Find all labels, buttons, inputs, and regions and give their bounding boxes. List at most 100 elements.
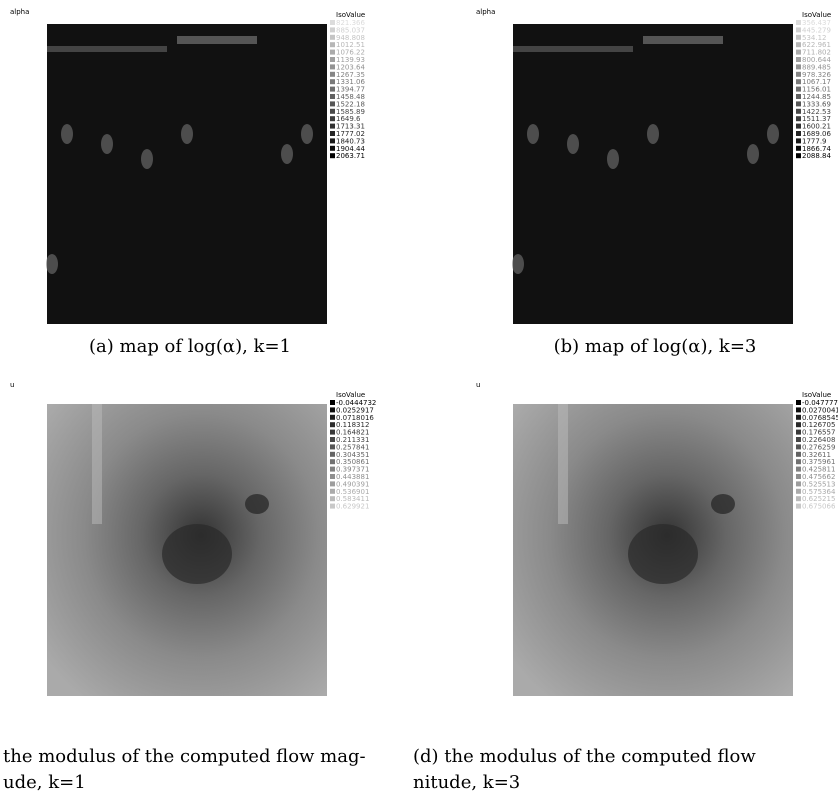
legend-swatch [330,116,335,121]
legend-swatch [796,481,801,486]
legend-swatch [330,496,335,501]
legend-swatch [796,101,801,106]
legend-swatch [796,124,801,129]
legend-swatch [796,430,801,435]
legend-swatch [796,42,801,47]
legend-swatch [796,474,801,479]
legend-swatch [330,124,335,129]
figure-canvas: alphaIsoValue821.366885.037948.8081012.5… [0,0,838,808]
legend-swatch [796,57,801,62]
legend-swatch [330,109,335,114]
legend-swatch [796,35,801,40]
legend-swatch [330,27,335,32]
legend-swatch [330,42,335,47]
legend-swatch [796,109,801,114]
legend-value: 2063.71 [336,152,365,160]
legend-swatch [330,57,335,62]
legend-swatch [330,407,335,412]
stripe [47,46,167,52]
legend-value: 2088.84 [802,152,831,160]
legend-swatch [796,20,801,25]
bright-spot [281,144,293,164]
legend-swatch [796,452,801,457]
flow-core [628,524,698,584]
legend-swatch [330,481,335,486]
legend-swatch [330,474,335,479]
legend-swatch [330,146,335,151]
legend-swatch [796,415,801,420]
flow-band [92,404,102,524]
legend-swatch [330,422,335,427]
caption: (d) the modulus of the computed flow [413,746,756,767]
legend-swatch [796,153,801,158]
legend-swatch [796,146,801,151]
legend-swatch [796,50,801,55]
panel-title: u [476,381,480,389]
figure: alphaIsoValue821.366885.037948.8081012.5… [0,0,838,808]
bright-spot [101,134,113,154]
legend-swatch [330,50,335,55]
legend-swatch [330,131,335,136]
panel-title: u [10,381,14,389]
legend-value: 0.629921 [336,503,369,511]
bright-spot [527,124,539,144]
legend-swatch [330,400,335,405]
bright-spot [567,134,579,154]
bright-spot [61,124,73,144]
flow-spot [711,494,735,514]
legend-swatch [330,504,335,509]
legend-swatch [796,459,801,464]
legend-swatch [796,437,801,442]
legend-swatch [330,459,335,464]
legend-swatch [796,407,801,412]
legend-swatch [330,138,335,143]
alpha-map [47,24,327,324]
stripe [643,36,723,44]
legend-swatch [796,131,801,136]
legend-swatch [796,467,801,472]
legend-swatch [330,87,335,92]
legend-swatch [796,27,801,32]
legend-swatch [330,79,335,84]
legend-swatch [330,444,335,449]
legend-value: 0.675066 [802,503,836,511]
legend-swatch [330,64,335,69]
legend-swatch [330,20,335,25]
legend-swatch [330,489,335,494]
caption: ude, k=1 [3,772,86,793]
legend-swatch [796,94,801,99]
legend-swatch [796,400,801,405]
legend-title: IsoValue [802,391,831,399]
legend-swatch [330,35,335,40]
stripe [177,36,257,44]
legend-swatch [796,116,801,121]
bright-spot [46,254,58,274]
caption: the modulus of the computed flow mag- [3,746,366,767]
panel-title: alpha [476,8,495,16]
legend-swatch [330,153,335,158]
stripe [513,46,633,52]
legend-swatch [330,467,335,472]
legend-title: IsoValue [336,11,365,19]
panel-title: alpha [10,8,29,16]
caption: (b) map of log(α), k=3 [554,336,757,357]
legend-swatch [796,489,801,494]
flow-spot [245,494,269,514]
caption: (a) map of log(α), k=1 [89,336,291,357]
legend-swatch [796,138,801,143]
bright-spot [141,149,153,169]
flow-core [162,524,232,584]
legend-swatch [796,64,801,69]
flow-band [558,404,568,524]
legend-title: IsoValue [802,11,831,19]
legend-swatch [796,422,801,427]
legend-swatch [330,452,335,457]
legend-swatch [330,72,335,77]
legend-swatch [796,72,801,77]
legend-swatch [330,430,335,435]
legend-swatch [796,444,801,449]
legend-title: IsoValue [336,391,365,399]
legend-swatch [796,79,801,84]
bright-spot [607,149,619,169]
bright-spot [767,124,779,144]
